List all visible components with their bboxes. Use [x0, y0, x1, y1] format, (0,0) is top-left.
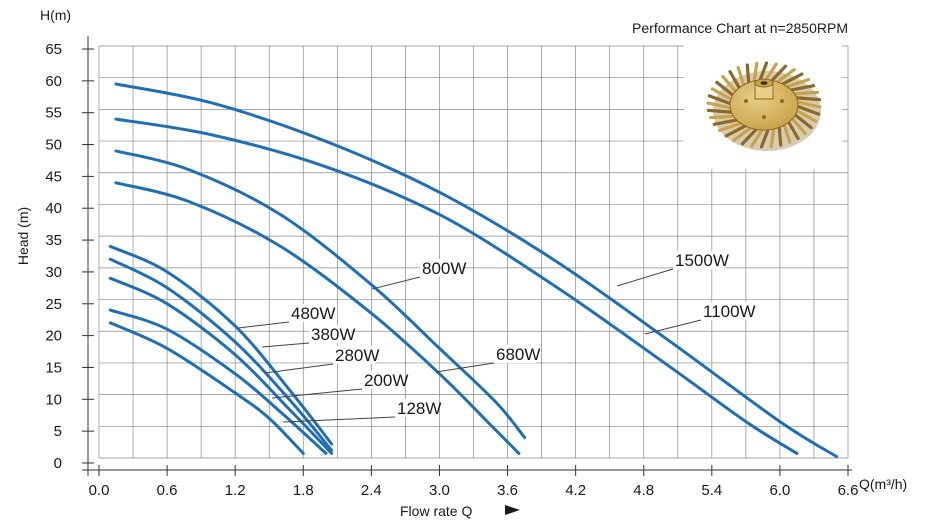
curve-128w — [108, 321, 305, 455]
curve-680w — [114, 181, 521, 455]
x-tick-label: 1.8 — [293, 482, 314, 499]
curve-200w — [108, 308, 328, 455]
y-tick-label: 20 — [45, 328, 62, 345]
y-tick-label: 25 — [45, 296, 62, 313]
leader-line — [371, 276, 421, 290]
arrow-right-icon — [505, 505, 520, 515]
label-backdrop — [701, 302, 753, 320]
x-tick-label: 1.2 — [225, 482, 246, 499]
y-tick-label: 60 — [45, 73, 62, 90]
leader-line — [264, 363, 334, 374]
x-tick-label: 4.8 — [633, 482, 654, 499]
leader-line — [282, 416, 396, 423]
x-tick-label: 0.6 — [157, 482, 178, 499]
curve-380w — [108, 257, 334, 452]
x-tick-label: 6.6 — [838, 482, 859, 499]
performance-curves — [108, 82, 839, 459]
x-tick-label: 5.4 — [701, 482, 722, 499]
curve-280w — [108, 276, 334, 455]
x-tick-label: 4.2 — [565, 482, 586, 499]
leader-line — [644, 319, 702, 335]
x-tick-label: 3.0 — [429, 482, 450, 499]
x-tick-label: 6.0 — [769, 482, 790, 499]
x-tick-label: 2.4 — [361, 482, 382, 499]
leader-line — [271, 388, 363, 399]
curve-labels: 1500W 1100W 800W 680W 480W 380W 280W 200W 128W — [237, 251, 756, 423]
curve-label: 1100W — [703, 302, 756, 321]
x-tick-label: 0.0 — [89, 482, 110, 499]
label-backdrop — [333, 346, 375, 364]
label-backdrop — [289, 304, 331, 322]
y-unit-label: H(m) — [40, 7, 71, 23]
curve-label: 680W — [496, 345, 540, 364]
y-tick-label: 10 — [45, 391, 62, 408]
curve-label: 128W — [397, 399, 441, 418]
curve-label: 200W — [364, 371, 408, 390]
curve-1500w — [114, 82, 839, 459]
label-backdrop — [309, 325, 351, 343]
y-tick-label: 65 — [45, 41, 62, 58]
impeller-icon — [706, 61, 822, 151]
curve-label: 800W — [422, 259, 466, 278]
label-backdrop — [494, 345, 536, 363]
y-tick-label: 45 — [45, 168, 62, 185]
label-backdrop — [395, 399, 437, 417]
curve-480w — [108, 244, 334, 446]
curve-800w — [114, 149, 527, 439]
y-tick-label: 15 — [45, 359, 62, 376]
curve-label: 1500W — [675, 251, 729, 270]
y-tick-label: 30 — [45, 264, 62, 281]
y-axis-title: Head (m) — [15, 207, 31, 265]
curve-label: 480W — [291, 304, 335, 323]
y-tick-labels: 0 5 10 15 20 25 30 35 40 45 50 55 60 65 — [45, 41, 94, 472]
label-backdrop — [362, 371, 404, 389]
leader-line — [435, 362, 495, 373]
impeller-image — [684, 45, 842, 169]
axes — [82, 36, 852, 476]
curve-label: 380W — [311, 325, 355, 344]
leader-line — [237, 321, 290, 329]
x-tick-label: 3.6 — [497, 482, 518, 499]
chart-title: Performance Chart at n=2850RPM — [632, 20, 848, 36]
y-tick-label: 40 — [45, 200, 62, 217]
label-backdrop — [673, 251, 725, 269]
y-tick-label: 50 — [45, 137, 62, 154]
leader-line — [261, 342, 310, 348]
leader-line — [616, 268, 674, 287]
x-axis-title: Flow rate Q — [400, 503, 472, 519]
curve-label: 280W — [335, 346, 379, 365]
x-unit-label: Q(m³/h) — [859, 476, 907, 492]
label-backdrop — [420, 259, 462, 277]
curve-1100w — [114, 117, 799, 455]
y-tick-label: 35 — [45, 232, 62, 249]
y-tick-label: 5 — [54, 423, 62, 440]
y-tick-label: 0 — [54, 455, 62, 472]
y-tick-label: 55 — [45, 105, 62, 122]
x-tick-labels: 0.0 0.6 1.2 1.8 2.4 3.0 3.6 4.2 4.8 5.4 6.0 6.6 — [89, 465, 859, 499]
